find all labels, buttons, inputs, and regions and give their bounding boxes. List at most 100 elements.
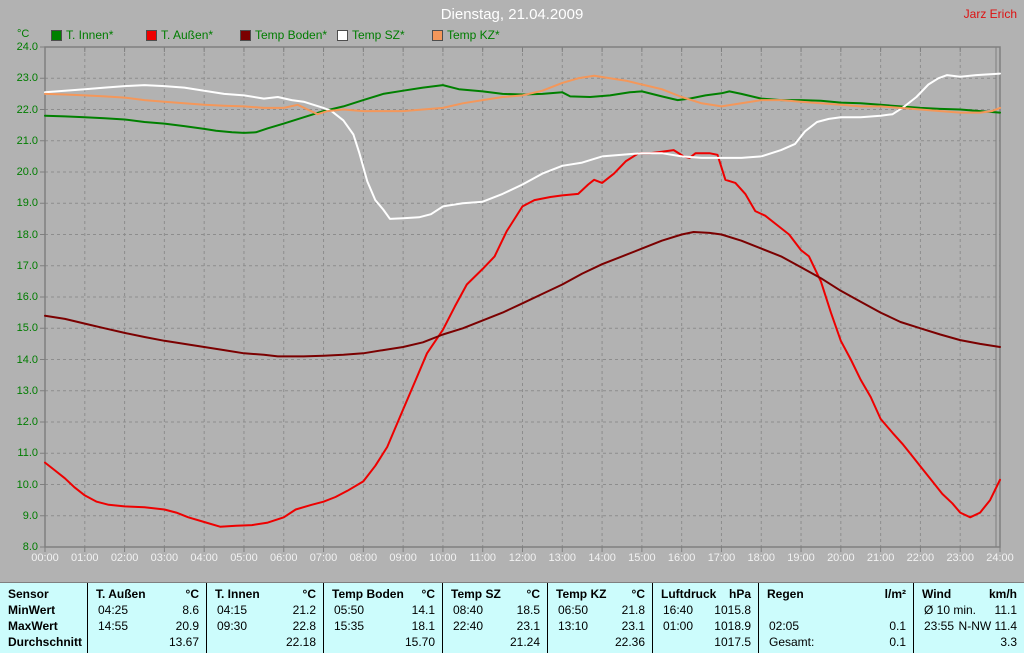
- min-value: 8.6: [182, 603, 199, 617]
- avg-value: 13.67: [168, 635, 199, 649]
- min-time: 08:40: [453, 603, 484, 617]
- stat-row: 01:00 1018.9: [653, 618, 758, 634]
- author-label: Jarz Erich: [963, 7, 1017, 21]
- y-tick-label: 8.0: [22, 541, 38, 553]
- stat-column: Temp SZ °C 08:40 18.5 22:40 23.1 21.24: [442, 583, 547, 653]
- avg-label: [324, 634, 334, 650]
- legend-swatch-icon: [337, 29, 348, 41]
- stat-row: Gesamt: 0.1: [759, 634, 913, 650]
- avg-label: [443, 634, 453, 650]
- chart-legend: T. Innen* T. Außen* Temp Boden* Temp SZ* Tem…: [0, 28, 1024, 44]
- max-value: N-NW 11.4: [958, 619, 1017, 633]
- stat-row: T. Innen °C: [207, 586, 323, 602]
- stat-row: Regen l/m²: [759, 586, 913, 602]
- stat-row: 23:55 N-NW 11.4: [914, 618, 1024, 634]
- x-tick-label: 23:00: [946, 552, 974, 564]
- stat-row: 1017.5: [653, 634, 758, 650]
- x-tick-label: 12:00: [508, 552, 537, 564]
- avg-value: 22.36: [614, 635, 645, 649]
- x-tick-label: 10:00: [429, 552, 457, 564]
- avg-value: 0.1: [889, 635, 906, 649]
- y-tick-label: 19.0: [16, 197, 38, 210]
- stat-name: T. Innen: [215, 587, 260, 601]
- stat-row: Temp KZ °C: [548, 586, 652, 602]
- legend-swatch-icon: [432, 29, 443, 41]
- legend-label: Temp KZ*: [447, 28, 500, 42]
- y-tick-label: 18.0: [16, 228, 38, 241]
- min-time: Ø 10 min.: [924, 603, 977, 617]
- avg-label: [88, 634, 98, 650]
- y-axis-unit-label: °C: [17, 28, 30, 40]
- stat-row: Temp SZ °C: [443, 586, 547, 602]
- y-tick-label: 24.0: [16, 41, 38, 53]
- max-value: 23.1: [516, 619, 540, 633]
- y-tick-label: 22.0: [16, 103, 38, 116]
- y-tick-label: 23.0: [16, 72, 38, 85]
- x-tick-label: 04:00: [190, 552, 218, 564]
- stat-row: 05:50 14.1: [324, 602, 442, 618]
- stat-row: 06:50 21.8: [548, 602, 652, 618]
- row-label: MinWert: [8, 603, 56, 617]
- y-tick-label: 14.0: [16, 353, 38, 366]
- legend-item: T. Innen*: [51, 28, 113, 42]
- stat-unit: °C: [185, 587, 199, 601]
- stat-row: 13.67: [88, 634, 206, 650]
- stat-row: 22:40 23.1: [443, 618, 547, 634]
- stat-row: Temp Boden °C: [324, 586, 442, 602]
- stat-row: Ø 10 min. 11.1: [914, 602, 1024, 618]
- x-tick-label: 01:00: [71, 552, 99, 564]
- stat-row: 3.3: [914, 634, 1024, 650]
- stat-row: 15:35 18.1: [324, 618, 442, 634]
- legend-swatch-icon: [51, 29, 62, 41]
- stat-unit: °C: [302, 587, 316, 601]
- x-tick-label: 13:00: [548, 552, 577, 564]
- max-time: 23:55: [924, 619, 955, 633]
- x-tick-label: 21:00: [866, 552, 895, 564]
- min-time: 06:50: [558, 603, 589, 617]
- avg-value: 1017.5: [714, 635, 751, 649]
- stat-name: Temp SZ: [451, 587, 501, 601]
- stat-column: T. Innen °C 04:15 21.2 09:30 22.8 22.18: [206, 583, 323, 653]
- x-tick-label: 20:00: [827, 552, 855, 564]
- avg-value: 3.3: [1000, 635, 1017, 649]
- x-tick-label: 07:00: [309, 552, 338, 564]
- avg-label: [207, 634, 217, 650]
- legend-label: T. Innen*: [66, 28, 114, 42]
- min-value: 11.1: [994, 603, 1017, 617]
- legend-label: T. Außen*: [161, 28, 214, 42]
- stat-unit: °C: [421, 587, 435, 601]
- min-time: 04:15: [217, 603, 248, 617]
- avg-label: [653, 634, 663, 650]
- min-value: 21.8: [621, 603, 645, 617]
- y-tick-label: 12.0: [16, 416, 38, 428]
- y-tick-label: 9.0: [22, 509, 38, 522]
- stats-table: Sensor MinWert MaxWert Durchschnitt T. Außen…: [0, 582, 1024, 653]
- y-tick-label: 17.0: [16, 259, 38, 272]
- stat-column: Luftdruck hPa 16:40 1015.8 01:00 1018.9 1017.5: [652, 583, 758, 653]
- stat-column: T. Außen °C 04:25 8.6 14:55 20.9 13.67: [87, 583, 206, 653]
- y-tick-label: 20.0: [16, 166, 38, 178]
- min-time: 16:40: [663, 603, 694, 617]
- x-tick-label: 02:00: [110, 552, 139, 564]
- avg-value: 21.24: [509, 635, 540, 649]
- stat-row: 04:25 8.6: [88, 602, 206, 618]
- stat-unit: l/m²: [884, 587, 906, 601]
- x-tick-label: 17:00: [707, 552, 736, 564]
- stat-column: Regen l/m² 02:05 0.1 Gesamt: 0.1: [758, 583, 913, 653]
- avg-value: 22.18: [285, 635, 316, 649]
- avg-value: 15.70: [404, 635, 435, 649]
- stat-row: 21.24: [443, 634, 547, 650]
- page-title: Dienstag, 21.04.2009: [440, 6, 584, 23]
- row-label: Sensor: [8, 587, 49, 601]
- max-value: 23.1: [621, 619, 645, 633]
- stat-unit: hPa: [728, 587, 751, 601]
- x-tick-label: 11:00: [469, 552, 497, 564]
- x-tick-label: 06:00: [269, 552, 298, 564]
- stat-row: 22.36: [548, 634, 652, 650]
- min-value: 14.1: [411, 603, 435, 617]
- stat-column: Wind km/h Ø 10 min. 11.1 23:55 N-NW 11.4 3.3: [913, 583, 1024, 653]
- x-tick-label: 22:00: [906, 552, 935, 564]
- max-time: 22:40: [453, 619, 484, 633]
- min-value: 21.2: [292, 603, 316, 617]
- plot-border: [44, 46, 1001, 548]
